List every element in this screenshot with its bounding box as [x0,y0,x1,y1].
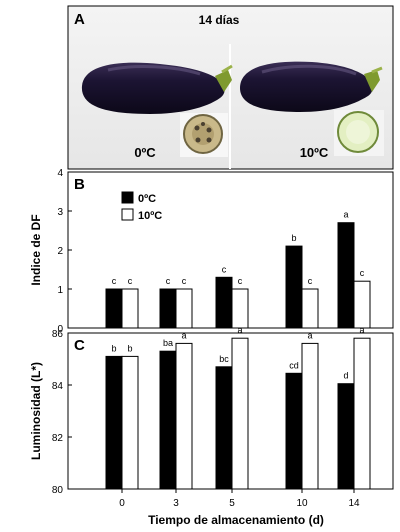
x-tick-label: 3 [173,498,179,509]
x-tick-label: 14 [348,498,360,509]
bar-c-0c-10 [285,372,303,490]
x-axis-label: Tiempo de almacenamiento (d) [148,513,324,527]
bar-c-10c-5 [231,337,249,490]
bar-c-0c-5 [215,366,233,490]
y-tick-label: 82 [52,433,64,444]
bar-b-10c-5 [231,288,249,329]
bar-b-0c-10 [285,245,303,329]
significance-letter: a [181,330,186,340]
y-tick-label: 1 [57,285,63,296]
legend-swatch-10c [121,208,134,221]
significance-letter: c [308,276,313,286]
x-tick-label: 10 [296,498,308,509]
y-tick-label: 80 [52,485,64,496]
bar-b-10c-3 [175,288,193,329]
legend-swatch-0c [121,191,134,204]
bar-c-10c-3 [175,342,193,490]
significance-letter: ba [163,338,173,348]
significance-letter: c [182,276,187,286]
slice-0c-image [180,113,228,157]
bar-b-0c-3 [159,288,177,329]
significance-letter: a [359,325,364,335]
bar-b-0c-14 [337,222,355,329]
y-tick-label: 2 [57,246,63,257]
bar-c-0c-14 [337,383,355,490]
bar-b-10c-0 [121,288,139,329]
panel-a-letter: A [74,11,85,28]
chart-b: B 0 1 2 3 4 Indice de DF c c c c c c b c a c 0ºC 10ºC [29,168,394,335]
y-axis-title: Indice de DF [29,214,43,285]
legend-label: 0ºC [138,193,156,205]
significance-letter: b [291,233,296,243]
bar-c-10c-10 [301,342,319,490]
panel-a-left-label: 0ºC [134,145,156,160]
legend-label: 10ºC [138,210,162,222]
significance-letter: c [360,268,365,278]
significance-letter: a [307,330,312,340]
panel-letter: C [74,337,85,354]
y-tick-label: 84 [52,381,64,392]
significance-letter: b [127,343,132,353]
panel-a: A 14 días 0ºC 10ºC [67,5,394,170]
bar-c-0c-3 [159,350,177,490]
significance-letter: c [222,264,227,274]
bar-c-10c-14 [353,337,371,490]
y-tick-label: 0 [57,324,63,335]
x-tick-label: 5 [229,498,235,509]
bar-b-0c-5 [215,276,233,329]
bar-b-0c-0 [105,288,123,329]
significance-letter: c [238,276,243,286]
y-tick-label: 86 [52,329,64,340]
bar-b-10c-10 [301,288,319,329]
significance-letter: c [128,276,133,286]
panel-a-title: 14 días [199,13,240,27]
bar-c-10c-0 [121,355,139,490]
significance-letter: a [343,210,348,220]
panel-a-right-label: 10ºC [300,145,329,160]
significance-letter: b [111,343,116,353]
significance-letter: d [343,371,348,381]
bar-b-10c-14 [353,280,371,329]
y-tick-label: 3 [57,207,63,218]
panel-letter: B [74,176,85,193]
bar-c-0c-0 [105,355,123,490]
slice-10c-image [334,110,384,156]
y-tick-label: 4 [57,168,63,179]
significance-letter: cd [289,360,299,370]
significance-letter: a [237,325,242,335]
significance-letter: bc [219,354,229,364]
eggplant-0c-image [81,62,233,114]
significance-letter: c [166,276,171,286]
x-tick-label: 0 [119,498,125,509]
eggplant-10c-image [240,61,383,112]
y-axis-title: Luminosidad (L*) [29,362,43,460]
significance-letter: c [112,276,117,286]
